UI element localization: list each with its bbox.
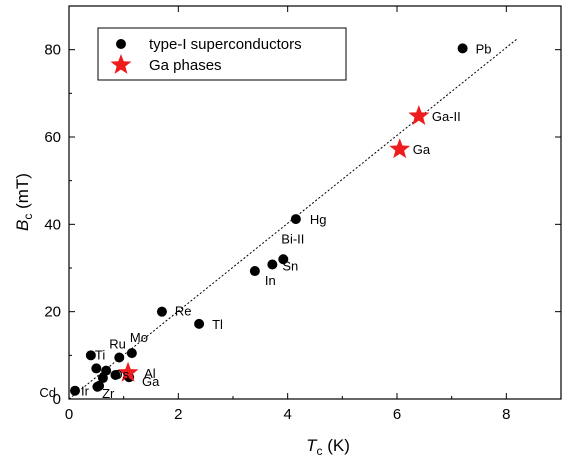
point-label: Ga: [142, 374, 160, 389]
y-tick-label: 20: [44, 304, 61, 321]
superconductor-point: [114, 352, 125, 363]
superconductor-point: [194, 318, 205, 329]
y-axis-title-unit: (mT): [13, 173, 32, 214]
y-axis-title-sub: c: [21, 214, 35, 220]
x-tick-label: 6: [393, 406, 401, 423]
legend-entry-ga-phases: Ga phases: [149, 57, 222, 74]
superconductor-point: [126, 348, 137, 359]
y-axis-title-main: B: [13, 220, 32, 231]
superconductor-point: [110, 369, 121, 380]
x-tick-label: 4: [283, 406, 291, 423]
y-axis-title: Bc (mT): [13, 173, 35, 231]
superconductor-point: [70, 385, 81, 396]
point-label: Ga-II: [432, 109, 461, 124]
superconductor-point: [267, 259, 278, 270]
superconductor-point: [91, 363, 102, 374]
superconductor-point: [156, 306, 167, 317]
ga-phase-point: [117, 361, 139, 382]
y-tick-label: 60: [44, 129, 61, 146]
point-labels-layer: Ir Ti Zr Os Ru Mo Al Re Cd Tl In Sn Bi-II Hg Pb Ga Ga Ga-…: [39, 41, 491, 401]
x-axis-title: Tc (K): [306, 436, 350, 458]
point-label: Al: [144, 366, 156, 381]
plot-frame: [68, 5, 562, 400]
y-tick-label: 80: [44, 42, 61, 59]
ga-phase-point: [389, 138, 411, 159]
point-label: Bi-II: [281, 231, 304, 246]
superconductor-point: [290, 214, 301, 225]
point-label: Ru: [109, 337, 126, 352]
point-label: Hg: [310, 212, 327, 227]
legend-star-marker: [110, 54, 132, 74]
point-label: Sn: [282, 259, 298, 274]
legend-box: [97, 27, 347, 81]
x-axis-title-unit: (K): [323, 436, 350, 455]
point-label: Cd: [39, 385, 56, 400]
y-tick-label: 40: [44, 216, 61, 233]
point-label: Zr: [102, 386, 115, 401]
point-label: Ir: [81, 384, 90, 399]
point-label: Tl: [212, 317, 223, 332]
superconductor-point: [85, 350, 96, 361]
superconductor-point: [92, 381, 103, 392]
x-tick-label: 8: [502, 406, 510, 423]
point-label: Re: [175, 304, 192, 319]
superconductor-point: [101, 365, 112, 376]
x-axis-title-sub: c: [317, 444, 323, 458]
x-axis-title-main: T: [306, 436, 318, 455]
legend: type-I superconductors Ga phases: [97, 27, 347, 81]
point-label: Os: [112, 367, 129, 382]
x-tick-label: 0: [65, 406, 73, 423]
point-label: Ti: [95, 347, 105, 362]
x-tick-label: 2: [174, 406, 182, 423]
superconductor-point: [457, 43, 468, 54]
legend-entry-type-i: type-I superconductors: [149, 36, 302, 53]
superconductor-point: [249, 266, 260, 277]
ga-phase-point: [408, 105, 430, 125]
point-label: Pb: [476, 41, 492, 56]
legend-circle-marker: [116, 39, 126, 49]
point-label: Ga: [413, 142, 431, 157]
superconductor-point: [278, 254, 289, 265]
point-label: In: [265, 273, 276, 288]
data-points-layer: [70, 43, 468, 396]
point-label: Mo: [130, 330, 148, 345]
y-tick-label: 0: [53, 391, 61, 408]
